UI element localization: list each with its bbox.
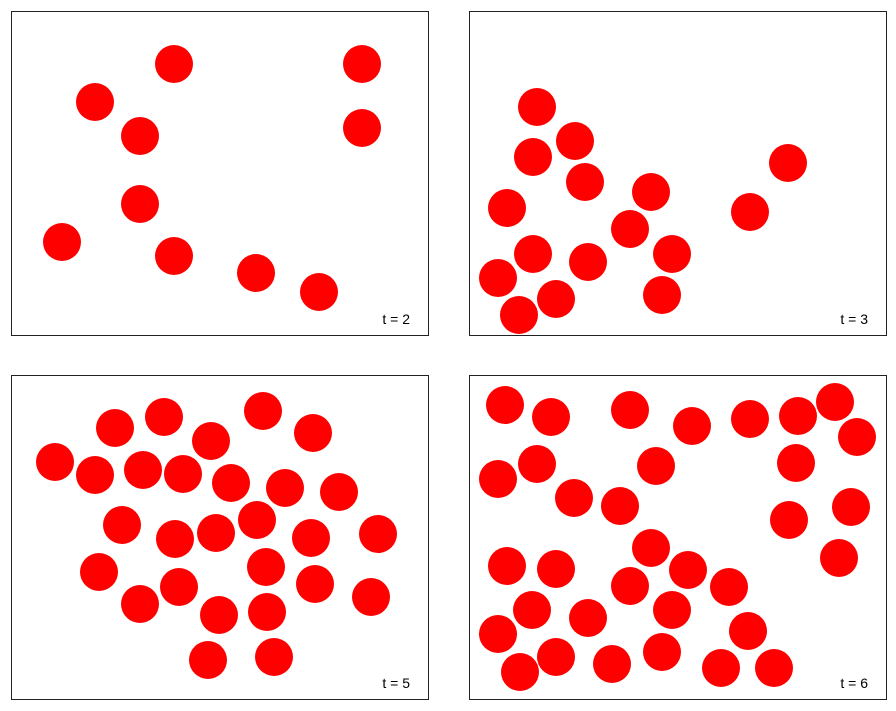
particle — [611, 391, 649, 429]
particle — [513, 591, 551, 629]
particle — [729, 612, 767, 650]
particle — [569, 599, 607, 637]
particle — [601, 487, 639, 525]
particle — [479, 259, 517, 297]
particle — [121, 117, 159, 155]
particle — [702, 649, 740, 687]
particle — [156, 520, 194, 558]
particle — [820, 539, 858, 577]
particle — [500, 296, 538, 334]
particle — [244, 392, 282, 430]
time-label: t = 6 — [840, 675, 868, 691]
particle — [537, 638, 575, 676]
particle — [200, 596, 238, 634]
particle — [653, 591, 691, 629]
panel: t = 5 — [11, 375, 429, 700]
particle — [518, 445, 556, 483]
particle — [532, 398, 570, 436]
particle — [593, 645, 631, 683]
particle — [514, 138, 552, 176]
particle — [673, 407, 711, 445]
time-label: t = 5 — [382, 675, 410, 691]
particle — [486, 386, 524, 424]
particle — [838, 418, 876, 456]
particle — [514, 235, 552, 273]
particle — [189, 641, 227, 679]
particle — [294, 414, 332, 452]
particle — [320, 473, 358, 511]
particle — [653, 235, 691, 273]
particle — [343, 109, 381, 147]
particle — [501, 653, 539, 691]
particle — [255, 638, 293, 676]
particle — [96, 409, 134, 447]
particle — [160, 568, 198, 606]
particle — [164, 455, 202, 493]
particle — [637, 447, 675, 485]
particle — [212, 464, 250, 502]
particle — [237, 254, 275, 292]
particle — [731, 400, 769, 438]
particle — [155, 237, 193, 275]
particle — [121, 185, 159, 223]
particle — [816, 383, 854, 421]
time-label: t = 3 — [840, 311, 868, 327]
particle — [632, 173, 670, 211]
particle — [343, 45, 381, 83]
particle — [197, 514, 235, 552]
particle — [555, 479, 593, 517]
particle — [537, 550, 575, 588]
particle — [769, 144, 807, 182]
particle — [566, 163, 604, 201]
particle — [777, 444, 815, 482]
particle — [731, 193, 769, 231]
particle — [537, 280, 575, 318]
panel: t = 3 — [469, 11, 887, 336]
particle — [643, 276, 681, 314]
particle — [755, 649, 793, 687]
particle — [76, 83, 114, 121]
particle — [832, 488, 870, 526]
particle — [352, 578, 390, 616]
time-label: t = 2 — [382, 311, 410, 327]
particle — [76, 456, 114, 494]
particle — [710, 568, 748, 606]
particle — [611, 567, 649, 605]
particle — [556, 122, 594, 160]
particle — [359, 515, 397, 553]
particle — [488, 189, 526, 227]
particle — [643, 633, 681, 671]
particle — [247, 548, 285, 586]
particle — [300, 273, 338, 311]
particle — [238, 501, 276, 539]
particle — [479, 460, 517, 498]
particle — [770, 501, 808, 539]
particle — [518, 88, 556, 126]
particle — [669, 551, 707, 589]
particle — [569, 243, 607, 281]
particle — [479, 615, 517, 653]
particle — [292, 519, 330, 557]
particle — [779, 397, 817, 435]
particle — [632, 529, 670, 567]
particle — [43, 223, 81, 261]
particle — [80, 553, 118, 591]
particle — [103, 506, 141, 544]
particle — [192, 422, 230, 460]
panel: t = 2 — [11, 11, 429, 336]
particle — [611, 210, 649, 248]
particle — [121, 585, 159, 623]
panel: t = 6 — [469, 375, 887, 700]
particle — [266, 469, 304, 507]
particle — [248, 593, 286, 631]
particle — [488, 547, 526, 585]
particle — [36, 443, 74, 481]
particle — [155, 45, 193, 83]
particle — [145, 398, 183, 436]
particle — [296, 565, 334, 603]
particle — [124, 451, 162, 489]
